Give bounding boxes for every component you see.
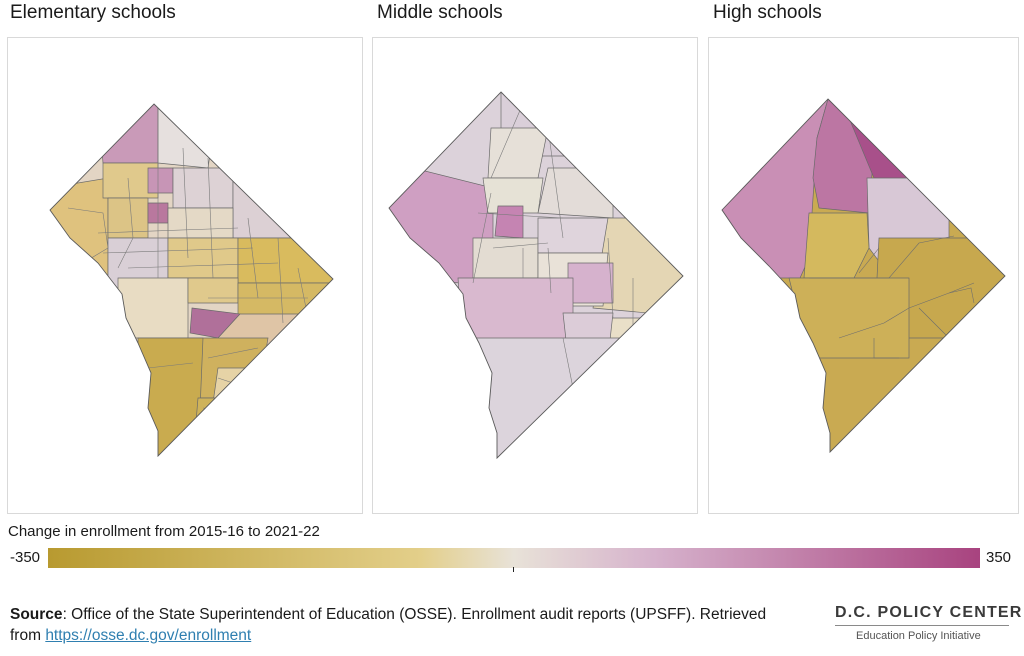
middle-title: Middle schools xyxy=(377,2,503,23)
source-link[interactable]: https://osse.dc.gov/enrollment xyxy=(45,627,252,644)
legend-max-label: 350 xyxy=(986,549,1012,566)
source-note: Source: Office of the State Superintende… xyxy=(10,604,800,646)
elem-zone-ne-2 xyxy=(232,167,333,239)
source-label: Source xyxy=(10,606,63,623)
high-map-panel xyxy=(708,37,1019,514)
mid-zone-center-3 xyxy=(537,217,609,254)
elem-zone-north-4 xyxy=(147,167,174,194)
high-dc-outline xyxy=(721,98,1006,454)
mid-dc-outline xyxy=(388,91,684,460)
mid-zone-hill xyxy=(567,262,614,304)
mid-zone-center-hot xyxy=(494,205,524,239)
middle-map-panel xyxy=(372,37,698,514)
high-title: High schools xyxy=(713,2,822,23)
elem-zone-central-3 xyxy=(167,207,234,239)
logo-subtitle: Education Policy Initiative xyxy=(856,630,981,642)
middle-map xyxy=(388,91,684,460)
elem-dc-outline xyxy=(49,103,334,458)
elem-zone-east-1 xyxy=(237,237,333,284)
elem-zone-hill xyxy=(187,277,239,304)
legend-title: Change in enrollment from 2015-16 to 202… xyxy=(8,523,320,540)
high-map xyxy=(721,98,1006,454)
elementary-map xyxy=(49,103,334,458)
mid-zone-center-1 xyxy=(482,177,544,214)
elem-zone-west xyxy=(50,177,109,279)
elem-zone-far-se xyxy=(192,397,259,456)
elem-zone-sw xyxy=(137,337,204,456)
mid-zone-center-2 xyxy=(472,237,539,279)
mid-zone-north-center xyxy=(487,127,549,179)
dc-policy-center-logo: D.C. POLICY CENTER xyxy=(835,604,1023,621)
high-zone-south-center xyxy=(788,277,910,359)
elem-zone-central-5 xyxy=(167,237,239,279)
legend-zero-tick xyxy=(513,567,514,572)
legend-color-bar xyxy=(48,548,980,568)
mid-zone-ne xyxy=(537,167,614,219)
elementary-title: Elementary schools xyxy=(10,2,176,23)
legend-min-label: -350 xyxy=(10,549,41,566)
elementary-map-panel xyxy=(7,37,363,514)
logo-divider xyxy=(835,625,1009,626)
elem-zone-se-3 xyxy=(212,367,264,409)
elem-zone-mall xyxy=(117,277,189,339)
high-zone-center xyxy=(803,212,870,279)
high-boundary-lines xyxy=(809,235,975,359)
source-text: : Office of the State Superintendent of … xyxy=(10,606,767,644)
elem-zone-ne-1 xyxy=(172,167,234,209)
mid-zone-mall xyxy=(457,277,574,349)
mid-zone-south xyxy=(452,337,624,458)
